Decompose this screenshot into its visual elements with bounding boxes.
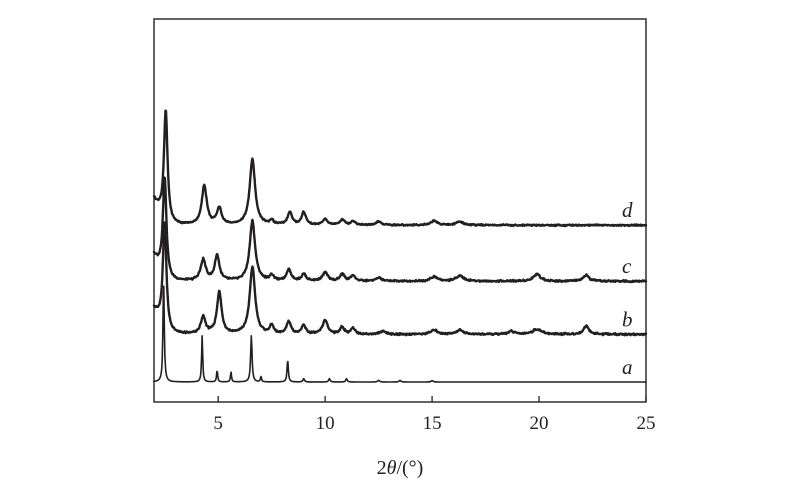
trace-c (152, 176, 648, 284)
series-label-a: a (622, 355, 633, 379)
series-labels-group: ab c d (622, 198, 633, 379)
x-axis-title: 2θ/(°) (377, 457, 424, 479)
series-label-d: d (622, 198, 633, 222)
x-tick-label-20: 20 (530, 413, 549, 434)
trace-d (152, 109, 648, 228)
x-tick-label-15: 15 (423, 413, 442, 434)
x-tick-label-10: 10 (316, 413, 335, 434)
plot-frame (153, 18, 647, 403)
series-label-b: b (622, 307, 633, 331)
trace-a (153, 285, 647, 383)
trace-b (152, 221, 648, 337)
x-tick-label-5: 5 (213, 413, 223, 434)
series-label-c: c (622, 254, 632, 278)
x-tick-label-25: 25 (637, 413, 656, 434)
x-ticks-group: 5 10 15 20 25 (213, 396, 656, 434)
traces-group (152, 109, 648, 383)
